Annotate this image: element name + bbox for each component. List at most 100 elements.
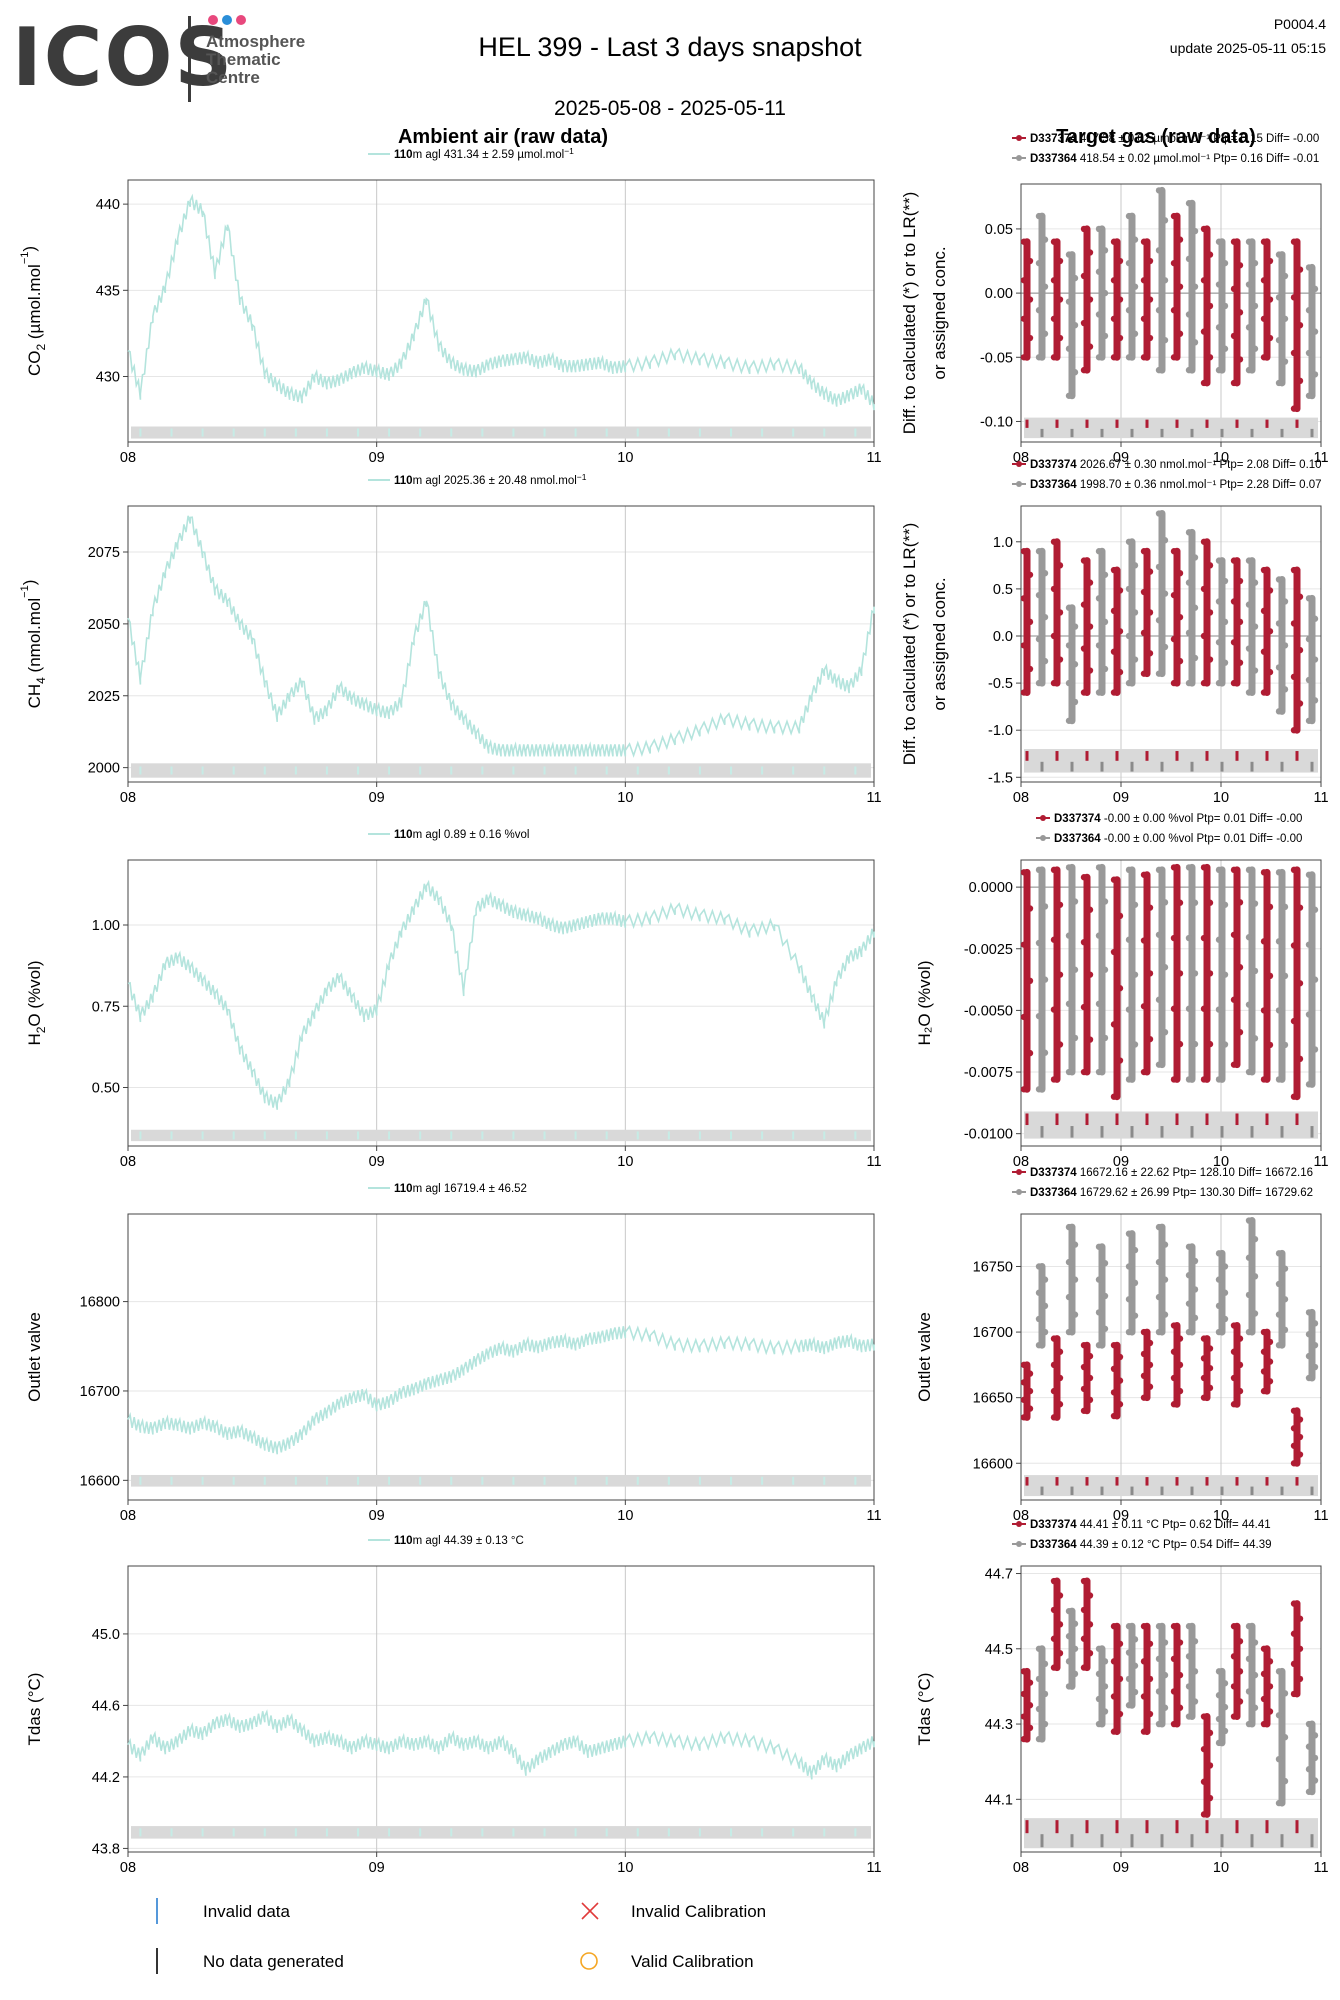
target-cyl1-point-4-8-4 [1260,1695,1268,1703]
target-cyl1-point-3-6-1 [1206,1345,1214,1352]
target-cyl2-point-4-7-1 [1251,1639,1259,1646]
target-cyl2-point-0-9-3 [1311,328,1319,335]
target-cyl2-point-0-1-4 [1065,345,1073,352]
ambient-x-tick-label-1-1: 09 [369,790,385,806]
target-cyl1-point-3-6-2 [1200,1355,1208,1362]
target-y-tick-label-1-1: -1.0 [988,723,1013,739]
target-cyl2-point-0-7-4 [1245,324,1253,331]
ambient-flag-band-0 [131,426,871,439]
target-plot-frame-3 [1020,1213,1322,1501]
target-cyl1-point-0-7-6 [1230,379,1238,387]
target-cyl1-point-3-8-6 [1260,1387,1268,1395]
target-cyl1-point-3-1-2 [1050,1361,1058,1369]
target-cyl2-point-3-3-6 [1125,1328,1133,1336]
ambient-ylabel-part-0-2: (µmol.mol [25,264,44,344]
ambient-chart-1: 2000 2025 2050 2075 08 09 10 11 110m agl 2025.36… [19,472,882,806]
target-cyl2-point-0-0-5 [1041,330,1049,337]
target-cyl2-point-3-2-3 [1101,1292,1109,1300]
target-cyl1-point-1-6-0 [1200,538,1208,545]
target-cyl1-point-0-4-3 [1146,296,1154,303]
ambient-ylabel-part-4-0: Tdas (°C) [25,1673,44,1746]
legend-no-data-generated: No data generated [203,1952,344,1971]
date-range: 2025-05-08 - 2025-05-11 [554,97,786,120]
target-cyl1-point-3-8-3 [1266,1358,1274,1365]
target-cyl2-point-3-4-1 [1161,1241,1169,1248]
target-cyl2-point-1-2-2 [1095,595,1103,602]
target-cyl2-point-0-2-1 [1101,247,1109,254]
ambient-legend-sup-1: −1 [577,472,587,482]
target-cyl2-point-4-2-5 [1101,1708,1109,1715]
target-cyl1-point-0-9-1 [1296,266,1304,273]
target-cyl1-point-0-7-5 [1236,356,1244,363]
target-y-tick-label-0-1: -0.05 [980,350,1013,366]
target-cyl2-point-4-0-3 [1041,1690,1049,1698]
target-cyl1-point-0-6-1 [1206,251,1214,258]
target-cyl2-point-1-3-4 [1125,632,1133,640]
ambient-legend-3: 110m agl 16719.4 ± 46.52 [368,1183,527,1195]
target-cyl1-point-2-0-4 [1020,1013,1028,1021]
target-cyl1-point-2-1-6 [1050,1076,1058,1083]
target-cyl1-point-4-0-5 [1026,1724,1034,1732]
ambient-ylabel-part-0-0: CO [25,351,44,377]
target-cyl2-point-1-3-2 [1125,585,1133,593]
target-cyl2-point-1-6-2 [1215,598,1223,605]
target-cyl1-point-3-6-6 [1200,1394,1208,1401]
update-timestamp: update 2025-05-11 05:15 [1169,40,1326,56]
ambient-x-tick-label-4-3: 11 [866,1860,881,1876]
target-cyl1-point-1-2-4 [1080,645,1088,652]
target-cyl1-point-0-1-1 [1056,257,1064,265]
target-y-tick-label-3-0: 16600 [973,1456,1013,1472]
target-cyl1-point-1-2-0 [1080,557,1088,564]
target-cyl1-point-3-3-2 [1110,1365,1118,1373]
target-cyl2-point-0-4-0 [1155,187,1163,194]
target-cyl1-point-4-5-3 [1176,1671,1184,1679]
target-cyl2-point-4-9-6 [1305,1788,1313,1795]
target-cyl1-point-2-4-0 [1140,871,1148,878]
target-cyl2-point-0-5-3 [1191,283,1199,290]
legend-invalid-calibration: Invalid Calibration [631,1902,767,1921]
target-cyl1-point-3-7-3 [1236,1361,1244,1369]
target-cyl1-point-3-5-2 [1170,1348,1178,1355]
target-cyl1-point-3-6-3 [1206,1364,1214,1372]
target-cyl2-point-1-3-3 [1131,609,1139,616]
target-cyl2-point-3-5-4 [1185,1300,1193,1307]
target-legend-text-4-0: D337374 44.41 ± 0.11 °C Ptp= 0.62 Diff= … [1030,1519,1271,1531]
target-cyl2-point-2-2-6 [1095,1068,1103,1076]
target-cyl2-point-3-3-4 [1125,1296,1133,1303]
target-cyl2-point-2-4-6 [1155,1061,1163,1068]
target-cyl1-point-3-2-6 [1080,1407,1088,1414]
target-cyl2-point-4-9-0 [1305,1720,1313,1728]
target-cyl2-point-0-1-2 [1065,298,1073,305]
ambient-ylabel-part-2-1: 2 [34,1026,48,1033]
target-cyl2-point-2-5-4 [1185,1005,1193,1012]
target-x-tick-label-3-2: 10 [1213,1508,1229,1524]
target-cyl2-point-0-8-3 [1281,315,1289,322]
target-cyl2-point-2-6-3 [1221,971,1229,978]
target-cyl2-point-3-9-1 [1311,1320,1319,1327]
target-cyl1-point-4-4-3 [1146,1675,1154,1683]
ambient-series-line-3 [127,1324,875,1455]
target-cyl1-point-2-1-3 [1056,971,1064,978]
ambient-x-tick-label-1-3: 11 [866,790,881,806]
ambient-y-tick-label-3-1: 16700 [80,1384,120,1400]
target-cyl1-point-3-1-3 [1056,1374,1064,1382]
target-cyl1-point-1-6-6 [1200,679,1208,687]
target-cyl1-point-1-1-1 [1056,562,1064,569]
ambient-section-title: Ambient air (raw data) [397,126,609,148]
ambient-y-tick-label-1-0: 2000 [88,761,120,777]
target-cyl1-point-1-1-2 [1050,585,1058,593]
target-x-tick-label-0-1: 09 [1113,450,1129,466]
target-cyl1-point-3-2-0 [1080,1341,1088,1349]
target-cyl2-point-4-7-2 [1245,1655,1253,1663]
target-x-tick-label-3-3: 11 [1313,1508,1328,1524]
target-cyl1-point-2-7-0 [1230,866,1238,874]
target-cyl1-point-0-7-3 [1236,309,1244,316]
ambient-flag-band-1 [131,763,871,778]
target-cyl1-point-2-8-3 [1266,972,1274,980]
target-cyl1-point-3-9-4 [1290,1442,1298,1449]
target-cyl2-point-2-1-4 [1065,1000,1073,1008]
target-cyl1-point-2-7-3 [1236,964,1244,971]
target-cyl1-point-1-7-5 [1236,659,1244,666]
target-cyl1-point-0-3-4 [1110,315,1118,322]
target-cyl2-point-2-2-0 [1095,864,1103,871]
